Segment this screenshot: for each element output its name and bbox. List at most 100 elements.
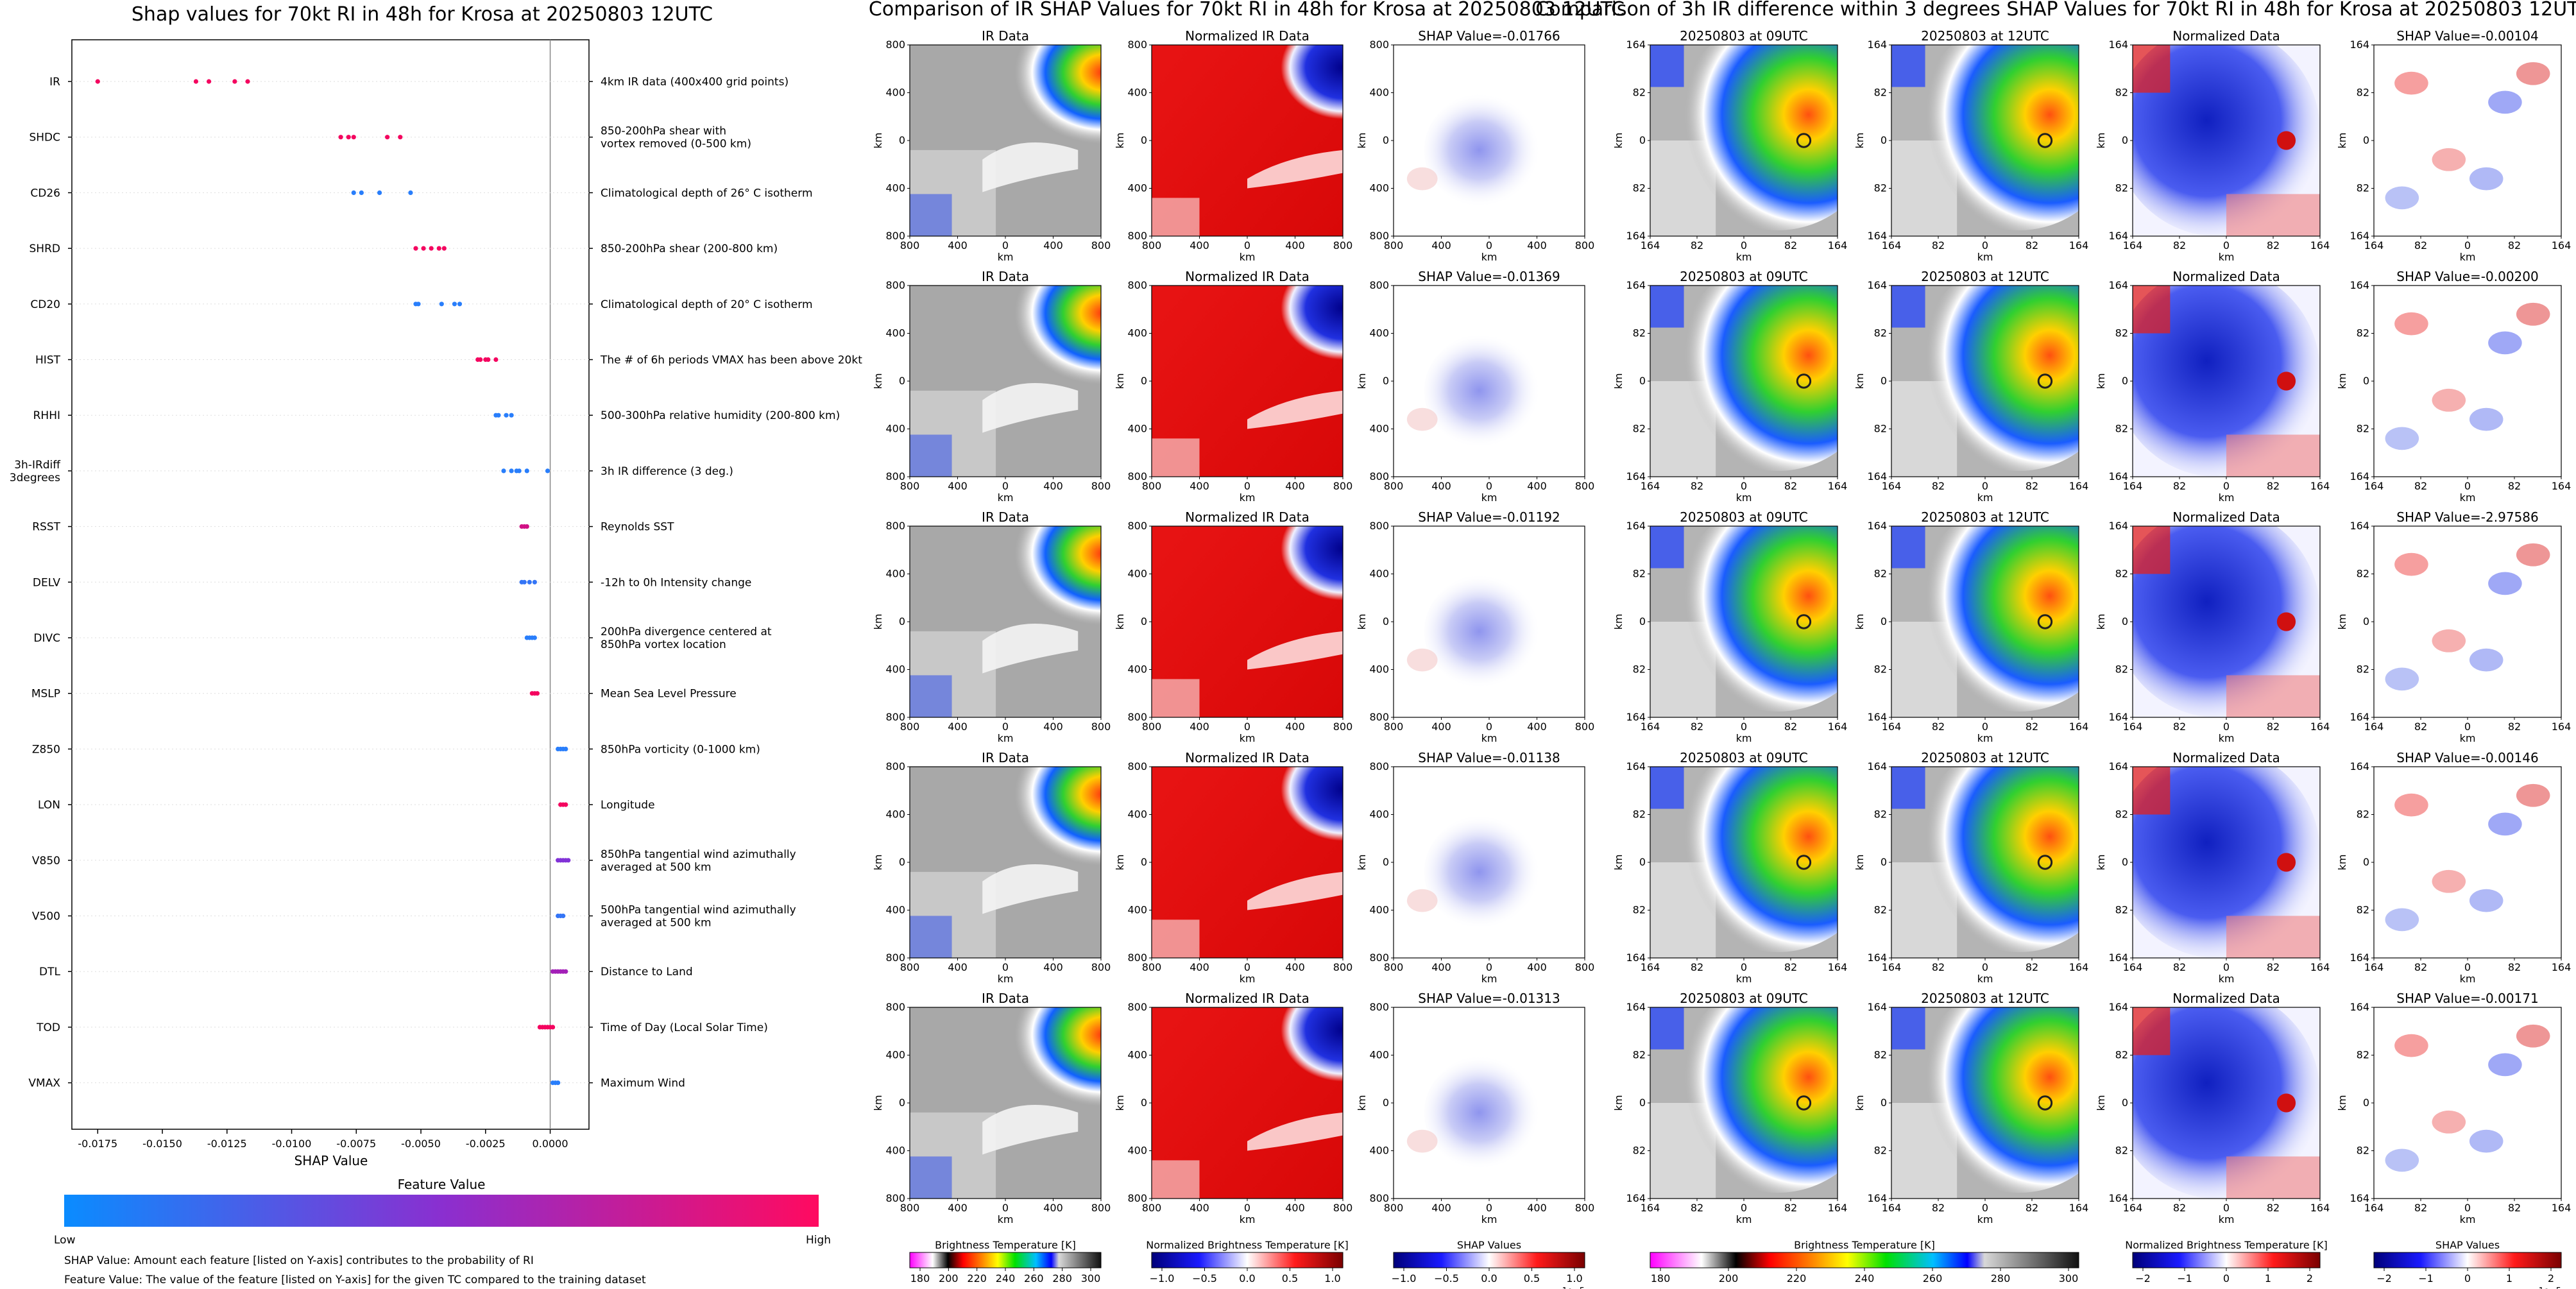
rshap-patch (2516, 783, 2550, 807)
colorbar (2132, 1252, 2321, 1268)
y-tick-label: 800 (1127, 279, 1147, 291)
rshap-patch (2385, 667, 2419, 691)
panel-image (910, 286, 1101, 477)
rshap-patch (2469, 407, 2503, 431)
y-tick-label: 82 (2357, 1049, 2369, 1061)
rshap-patch (2432, 388, 2466, 412)
x-tick-label: 164 (2552, 1202, 2572, 1214)
feature-description-line: 500-300hPa relative humidity (200-800 km… (601, 409, 840, 422)
x-tick-label: 82 (2414, 239, 2427, 252)
x-axis-label: km (1481, 491, 1497, 504)
ndiff-warm-band (2226, 194, 2320, 236)
colorbar-tick-label: 180 (910, 1272, 930, 1285)
y-tick-label: 0 (1881, 134, 1887, 146)
shap-red-patch (1406, 167, 1438, 191)
x-tick-label: 0 (1244, 1202, 1250, 1214)
x-tick-label: 82 (1932, 1202, 1945, 1214)
diff-ir-cloud (1675, 767, 1838, 953)
y-tick-label: 400 (885, 663, 905, 676)
y-tick-label: 164 (2108, 1001, 2128, 1013)
norm-cloud-band (1247, 149, 1343, 189)
x-axis-label: km (2219, 491, 2235, 504)
y-axis-label: km (1114, 614, 1126, 630)
y-tick-label: 164 (1626, 38, 1646, 51)
shap-point (522, 579, 527, 585)
ndiff-warm-corner (2133, 767, 2171, 815)
y-tick-label: 400 (885, 568, 905, 580)
y-tick-label: 82 (1874, 327, 1887, 339)
x-axis-label: km (2460, 1213, 2476, 1225)
y-tick-label: 0 (1639, 856, 1646, 868)
y-tick-label: 164 (2350, 38, 2369, 51)
panel-title: 20250803 at 12UTC (1921, 28, 2049, 44)
diff-ir-cold-top (1650, 286, 1684, 328)
y-tick-label: 800 (1369, 711, 1389, 723)
shap-point (561, 913, 566, 919)
feature-description: 500hPa tangential wind azimuthally averag… (601, 904, 796, 930)
y-tick-label: 164 (1626, 1192, 1646, 1204)
y-tick-label: 800 (1127, 1192, 1147, 1204)
y-tick-label: 800 (885, 711, 905, 723)
x-tick-label: 82 (1691, 961, 1703, 973)
rshap-patch (2432, 629, 2466, 653)
x-tick-label: 800 (1384, 239, 1404, 252)
diff-ir-cold-top (1650, 526, 1684, 568)
x-axis-label: km (1240, 732, 1256, 744)
y-tick-label: 0 (2363, 1097, 2369, 1109)
ir-cloud-band (982, 864, 1079, 914)
y-axis-label: km (1612, 614, 1625, 630)
colorbar-tick-label: 200 (939, 1272, 959, 1285)
ndiff-warm-corner (2133, 45, 2171, 93)
shap-point (524, 468, 529, 474)
x-tick-label: 164 (2552, 961, 2572, 973)
y-tick-label: 800 (1369, 230, 1389, 242)
x-tick-label: 0 (2223, 721, 2230, 733)
y-tick-label: 800 (1127, 952, 1147, 964)
y-tick-label: 82 (1874, 182, 1887, 194)
x-tick-label: 82 (1784, 239, 1797, 252)
x-tick-label: 82 (1691, 1202, 1703, 1214)
x-axis-label: km (1481, 1213, 1497, 1225)
norm-cloud-band (1247, 631, 1343, 670)
feature-description: 3h IR difference (3 deg.) (601, 465, 733, 478)
y-tick-label: 400 (885, 423, 905, 435)
tc-eye-marker (1796, 1095, 1812, 1111)
y-tick-label: 0 (2122, 856, 2128, 868)
y-tick-label: 82 (1633, 182, 1646, 194)
x-tick-label: 164 (2364, 961, 2384, 973)
shap-point (338, 135, 343, 140)
ir-cloud-mass (982, 767, 1101, 885)
panel-title: IR Data (982, 750, 1029, 765)
y-tick-label: 0 (1383, 615, 1389, 627)
colorbar (1151, 1252, 1343, 1268)
x-tick-label: 0 (1741, 239, 1747, 252)
x-tick-label: 0 (2223, 239, 2230, 252)
shap-red-patch (1406, 407, 1438, 431)
y-tick-label: 82 (2357, 87, 2369, 99)
x-tick-label: 0 (1486, 1202, 1492, 1214)
rshap-patch (2394, 552, 2428, 576)
y-tick-label: 800 (885, 470, 905, 482)
shap-point (398, 135, 403, 140)
ir-shap-comparison-panel: Comparison of IR SHAP Values for 70kt RI… (869, 0, 1625, 1289)
y-tick-label: 800 (1369, 38, 1389, 51)
y-tick-label: 800 (1369, 1192, 1389, 1204)
y-tick-label: 164 (2350, 470, 2369, 482)
x-tick-label: 400 (948, 961, 968, 973)
shap-point (351, 190, 356, 195)
shap-panel-title: SHAP Value=-0.01192 (1418, 509, 1560, 525)
shap-point (436, 246, 441, 251)
x-tick-label: 800 (1142, 1202, 1162, 1214)
shap-point (545, 468, 550, 474)
y-tick-label: 82 (2357, 904, 2369, 916)
panel-image (1152, 526, 1343, 717)
colorbar-tick-label: 0.0 (1481, 1272, 1497, 1285)
y-tick-label: 82 (1633, 568, 1646, 580)
feature-label-line: SHRD (30, 243, 60, 255)
y-tick-label: 400 (885, 327, 905, 339)
y-tick-label: 400 (1369, 904, 1389, 916)
y-tick-label: 82 (1633, 1049, 1646, 1061)
shap-point (385, 135, 390, 140)
diff-ir-cold-top (1891, 45, 1925, 87)
x-tick-label: 800 (900, 480, 920, 492)
